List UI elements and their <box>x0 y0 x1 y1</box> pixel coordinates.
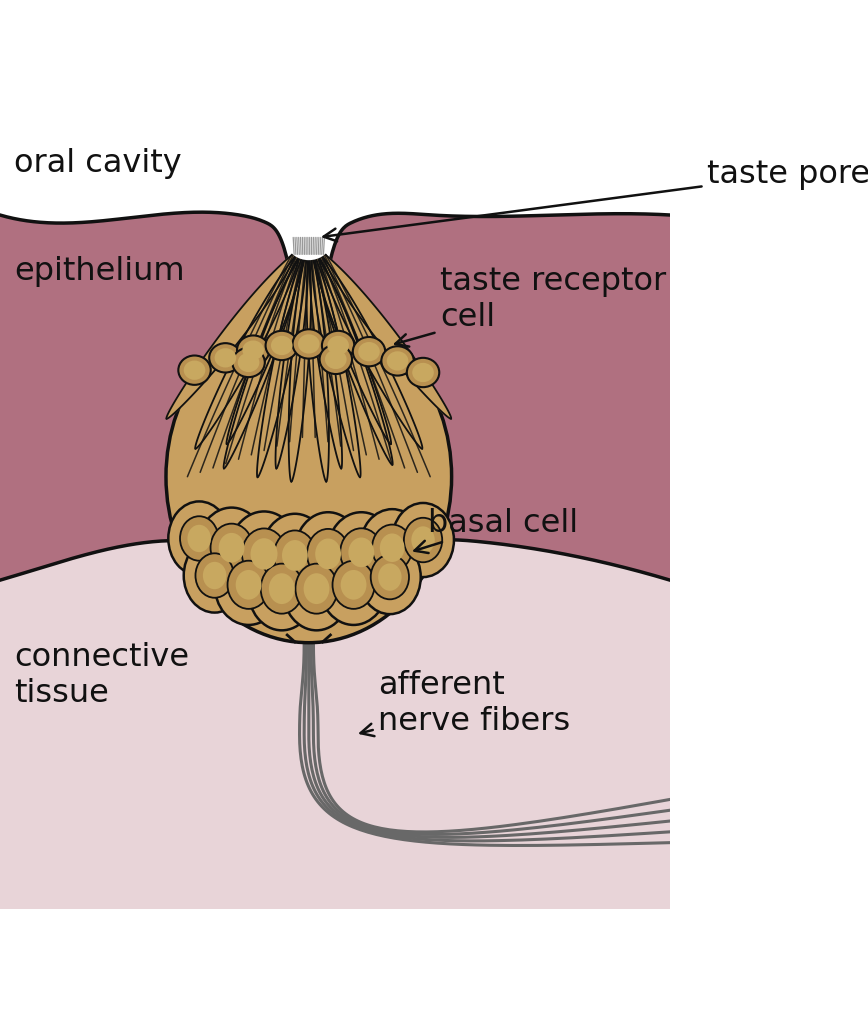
Ellipse shape <box>332 560 375 608</box>
Ellipse shape <box>283 547 351 630</box>
Ellipse shape <box>180 516 219 560</box>
Polygon shape <box>287 635 331 642</box>
Ellipse shape <box>211 523 253 571</box>
Ellipse shape <box>228 511 299 596</box>
Ellipse shape <box>166 311 451 642</box>
Ellipse shape <box>198 508 266 588</box>
Polygon shape <box>289 254 311 481</box>
Polygon shape <box>0 540 670 909</box>
Ellipse shape <box>219 532 245 562</box>
Ellipse shape <box>242 528 286 580</box>
Polygon shape <box>306 254 329 481</box>
Ellipse shape <box>298 334 319 354</box>
Text: taste pore: taste pore <box>324 159 868 241</box>
Ellipse shape <box>260 563 303 614</box>
Polygon shape <box>227 253 305 444</box>
Ellipse shape <box>372 524 412 570</box>
Ellipse shape <box>319 545 387 625</box>
Ellipse shape <box>266 330 298 360</box>
Ellipse shape <box>348 538 374 567</box>
Ellipse shape <box>184 539 246 613</box>
Ellipse shape <box>315 539 341 569</box>
Ellipse shape <box>359 540 421 615</box>
Ellipse shape <box>325 350 346 369</box>
Ellipse shape <box>327 512 395 592</box>
Text: basal cell: basal cell <box>415 508 579 553</box>
Ellipse shape <box>214 545 283 625</box>
Ellipse shape <box>251 539 278 569</box>
Ellipse shape <box>378 563 402 591</box>
Ellipse shape <box>307 528 349 579</box>
Ellipse shape <box>293 329 325 359</box>
Ellipse shape <box>294 512 362 596</box>
Ellipse shape <box>233 348 265 378</box>
Text: connective
tissue: connective tissue <box>14 642 189 709</box>
Polygon shape <box>257 254 306 477</box>
Text: epithelium: epithelium <box>14 255 185 287</box>
Ellipse shape <box>209 343 241 372</box>
Ellipse shape <box>381 346 414 376</box>
Ellipse shape <box>380 534 404 562</box>
Polygon shape <box>321 253 451 419</box>
Ellipse shape <box>203 562 227 589</box>
Polygon shape <box>0 212 670 611</box>
Ellipse shape <box>269 574 294 604</box>
Ellipse shape <box>237 336 269 365</box>
Ellipse shape <box>247 547 316 630</box>
Ellipse shape <box>411 526 435 554</box>
Ellipse shape <box>238 353 260 372</box>
Ellipse shape <box>322 330 354 360</box>
Ellipse shape <box>371 555 409 599</box>
Ellipse shape <box>271 336 293 355</box>
Ellipse shape <box>273 530 316 581</box>
Ellipse shape <box>168 502 230 576</box>
Ellipse shape <box>261 514 329 597</box>
Polygon shape <box>275 254 308 469</box>
Polygon shape <box>224 253 303 469</box>
Ellipse shape <box>195 553 233 598</box>
Ellipse shape <box>184 360 206 380</box>
Ellipse shape <box>387 351 408 370</box>
Ellipse shape <box>327 336 349 355</box>
Polygon shape <box>167 253 296 419</box>
Ellipse shape <box>227 560 270 608</box>
Text: taste receptor
cell: taste receptor cell <box>395 266 667 347</box>
Text: oral cavity: oral cavity <box>14 148 181 179</box>
Polygon shape <box>195 253 300 448</box>
Polygon shape <box>314 253 392 465</box>
Ellipse shape <box>412 363 434 382</box>
Ellipse shape <box>340 528 382 577</box>
Ellipse shape <box>282 540 308 570</box>
Ellipse shape <box>359 509 424 586</box>
Ellipse shape <box>340 569 366 599</box>
Polygon shape <box>311 254 360 477</box>
Ellipse shape <box>178 356 211 385</box>
Ellipse shape <box>407 358 439 387</box>
Ellipse shape <box>295 563 338 614</box>
Text: afferent
nerve fibers: afferent nerve fibers <box>360 670 570 737</box>
Ellipse shape <box>392 503 454 577</box>
Polygon shape <box>310 254 342 469</box>
Polygon shape <box>318 253 423 448</box>
Ellipse shape <box>304 574 330 604</box>
Ellipse shape <box>358 342 380 361</box>
Ellipse shape <box>288 228 330 261</box>
Ellipse shape <box>319 345 352 374</box>
Polygon shape <box>312 253 391 444</box>
Ellipse shape <box>187 524 211 552</box>
Ellipse shape <box>214 348 236 367</box>
Ellipse shape <box>242 341 264 360</box>
Ellipse shape <box>404 518 442 562</box>
Ellipse shape <box>236 569 261 599</box>
Ellipse shape <box>352 337 385 366</box>
